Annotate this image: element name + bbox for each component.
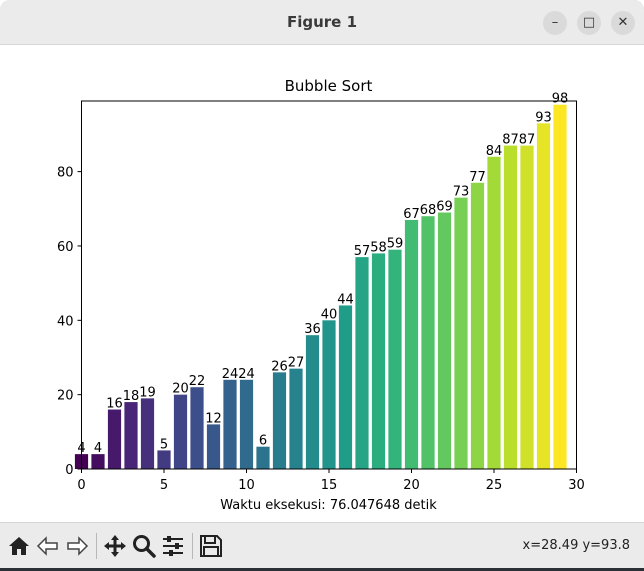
forward-icon[interactable] [64,533,90,559]
x-tick-label: 10 [238,478,255,493]
window-title: Figure 1 [286,13,358,31]
x-tick-label: 0 [77,478,85,493]
bar [239,379,254,469]
bar [487,156,501,469]
toolbar-separator [192,533,193,559]
home-icon[interactable] [6,533,32,559]
bar-value-label: 27 [288,356,305,371]
y-tick-label: 60 [57,240,74,255]
minimize-button[interactable]: – [543,11,567,35]
x-tick-label: 15 [321,478,338,493]
y-tick-label: 0 [65,463,73,478]
bar-value-label: 26 [271,359,288,374]
maximize-button[interactable]: □ [577,11,601,35]
bar-value-label: 5 [160,437,168,452]
bars-group [74,104,567,470]
bar [454,197,468,469]
toolbar-separator [96,533,97,559]
x-tick-label: 20 [403,478,420,493]
bar [256,446,270,469]
bar-value-label: 22 [189,374,206,389]
bar [91,454,105,469]
y-axis-ticks: 0 20 40 60 80 [57,166,82,478]
bar-value-label: 67 [403,207,420,222]
bar [206,424,221,469]
bar-value-label: 73 [453,185,470,200]
x-axis-ticks: 0 5 10 15 20 25 30 [77,469,585,493]
bar [173,394,188,469]
chart-title: Bubble Sort [285,77,373,95]
y-tick-label: 20 [57,389,74,404]
bar-value-label: 68 [420,203,437,218]
bar-value-label: 93 [535,110,552,125]
bar [289,368,303,469]
navigation-toolbar: x=28.49 y=93.8 [0,522,644,569]
bar [223,379,237,469]
bar-value-label: 69 [436,200,453,215]
bar [322,320,336,469]
bar-value-label: 16 [106,397,123,412]
bar-value-label: 87 [519,133,536,148]
bar [470,182,485,469]
bar [190,387,204,469]
bar-value-label: 36 [304,322,321,337]
bar-value-label: 6 [259,434,267,449]
figure-canvas[interactable]: Bubble Sort 4 4 16 18 19 5 20 22 12 24 24 6 26 27 36 40… [0,45,644,522]
bar-value-label: 44 [337,292,354,307]
bar-value-label: 87 [502,133,519,148]
bar [503,145,518,469]
bar [124,402,138,469]
save-icon[interactable] [198,533,224,559]
bar-value-label: 18 [123,389,140,404]
bar [338,305,353,469]
bar [140,398,155,469]
bar [437,212,452,470]
bar-value-label: 58 [370,240,387,255]
bar-value-label: 40 [321,307,338,322]
bar-value-label: 12 [205,411,222,426]
bar-value-label: 19 [139,385,156,400]
bar-value-label: 84 [486,144,503,159]
close-button[interactable]: ✕ [611,11,635,35]
background-strip [0,568,644,571]
bar-value-label: 24 [238,367,255,382]
x-tick-label: 30 [568,478,585,493]
bar [355,257,369,469]
bar-value-label: 77 [469,170,486,185]
bar [520,145,534,469]
bar [404,219,419,469]
x-tick-label: 25 [486,478,503,493]
zoom-icon[interactable] [131,533,157,559]
bar-value-label: 20 [172,382,189,397]
bar [371,253,386,469]
bar [107,409,122,469]
title-bar: Figure 1 – □ ✕ [0,0,644,45]
back-icon[interactable] [35,533,61,559]
bar-value-label: 59 [387,237,404,252]
bar [388,249,402,469]
bar [157,450,171,469]
x-axis-label: Waktu eksekusi: 76.047648 detik [220,498,437,513]
y-tick-label: 80 [57,166,74,181]
bar [536,123,551,469]
bar [272,372,287,469]
y-tick-label: 40 [57,314,74,329]
bar [305,335,320,469]
bar-value-label: 57 [354,244,371,259]
cursor-coordinates: x=28.49 y=93.8 [522,538,630,553]
bar [553,104,567,470]
bar-value-label: 4 [94,441,102,456]
bar-value-label: 24 [222,367,239,382]
bar [421,216,435,469]
pan-icon[interactable] [102,533,128,559]
bar-value-label: 98 [552,92,569,107]
configure-subplots-icon[interactable] [160,533,186,559]
x-tick-label: 5 [160,478,168,493]
